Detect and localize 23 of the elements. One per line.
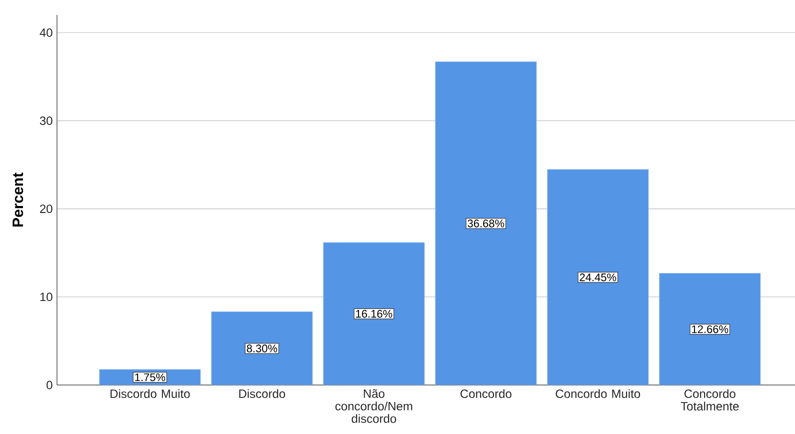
data-label: 16.16% <box>356 310 392 318</box>
bar <box>211 312 313 385</box>
bar <box>547 169 649 385</box>
y-axis-title: Percent <box>12 172 24 227</box>
y-tick-label: 0 <box>46 380 52 390</box>
x-tick-label: Concordo Muito <box>556 389 640 398</box>
y-tick-label: 30 <box>40 116 52 125</box>
data-label: 1.75% <box>135 373 166 382</box>
data-label: 24.45% <box>580 273 616 282</box>
data-label: 36.68% <box>468 220 504 228</box>
x-tick-label: Discordo Muito <box>110 389 190 398</box>
x-tick-label: Não concordo/Nem discordo <box>335 389 412 423</box>
x-tick-label: Concordo Totalmente <box>680 389 739 411</box>
bar <box>659 273 761 385</box>
bar <box>435 62 537 385</box>
bar <box>323 242 425 385</box>
data-label: 12.66% <box>692 325 728 334</box>
x-tick-label: Concordo <box>460 389 512 398</box>
x-tick-label: Discordo <box>239 389 286 398</box>
y-tick-label: 40 <box>40 28 52 37</box>
y-tick-label: 20 <box>40 204 52 214</box>
y-tick-label: 10 <box>40 292 52 302</box>
data-label: 8.30% <box>246 344 278 352</box>
